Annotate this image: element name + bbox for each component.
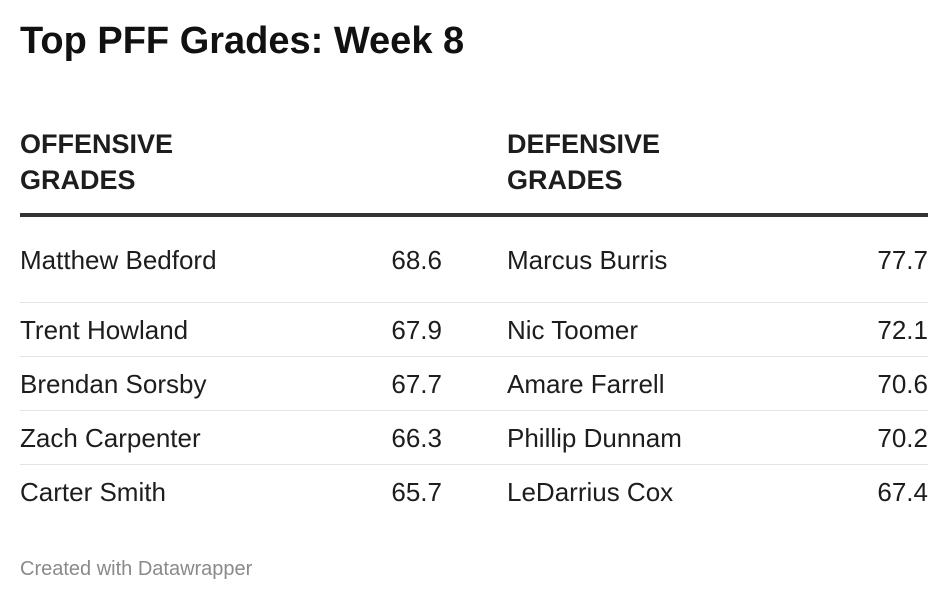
offensive-player-grade: 67.9: [391, 314, 442, 345]
defensive-player-grade: 70.2: [877, 422, 928, 453]
offensive-player-name: Zach Carpenter: [20, 422, 201, 453]
datawrapper-credit[interactable]: Created with Datawrapper: [20, 558, 253, 580]
table-row: Matthew Bedford 68.6 Marcus Burris 77.7: [20, 217, 928, 303]
offensive-player-name: Matthew Bedford: [20, 244, 217, 275]
defensive-player-grade: 72.1: [877, 314, 928, 345]
offensive-player-grade: 66.3: [391, 422, 442, 453]
header-divider: [20, 213, 928, 217]
table-row: Trent Howland 67.9 Nic Toomer 72.1: [20, 303, 928, 357]
defensive-player-name: Marcus Burris: [507, 244, 668, 275]
table-header: OFFENSIVE GRADES DEFENSIVE GRADES: [20, 126, 928, 214]
defensive-player-grade: 67.4: [877, 476, 928, 507]
table-row: Brendan Sorsby 67.7 Amare Farrell 70.6: [20, 357, 928, 411]
defensive-player-name: LeDarrius Cox: [507, 476, 674, 507]
offensive-player-name: Brendan Sorsby: [20, 368, 207, 399]
grades-table: Matthew Bedford 68.6 Marcus Burris 77.7 …: [20, 217, 928, 518]
table-row: Carter Smith 65.7 LeDarrius Cox 67.4: [20, 465, 928, 518]
chart-title: Top PFF Grades: Week 8: [20, 20, 465, 62]
offensive-player-name: Carter Smith: [20, 476, 166, 507]
defensive-player-name: Nic Toomer: [507, 314, 639, 345]
offensive-player-name: Trent Howland: [20, 314, 189, 345]
defensive-player-grade: 70.6: [877, 368, 928, 399]
defensive-player-name: Amare Farrell: [507, 368, 665, 399]
offensive-grades-header: OFFENSIVE GRADES: [20, 129, 174, 195]
offensive-player-grade: 68.6: [391, 244, 442, 275]
defensive-grades-header: DEFENSIVE GRADES: [507, 129, 661, 195]
defensive-player-name: Phillip Dunnam: [507, 422, 682, 453]
defensive-player-grade: 77.7: [877, 244, 928, 275]
table-row: Zach Carpenter 66.3 Phillip Dunnam 70.2: [20, 411, 928, 465]
offensive-player-grade: 65.7: [391, 476, 442, 507]
offensive-player-grade: 67.7: [391, 368, 442, 399]
